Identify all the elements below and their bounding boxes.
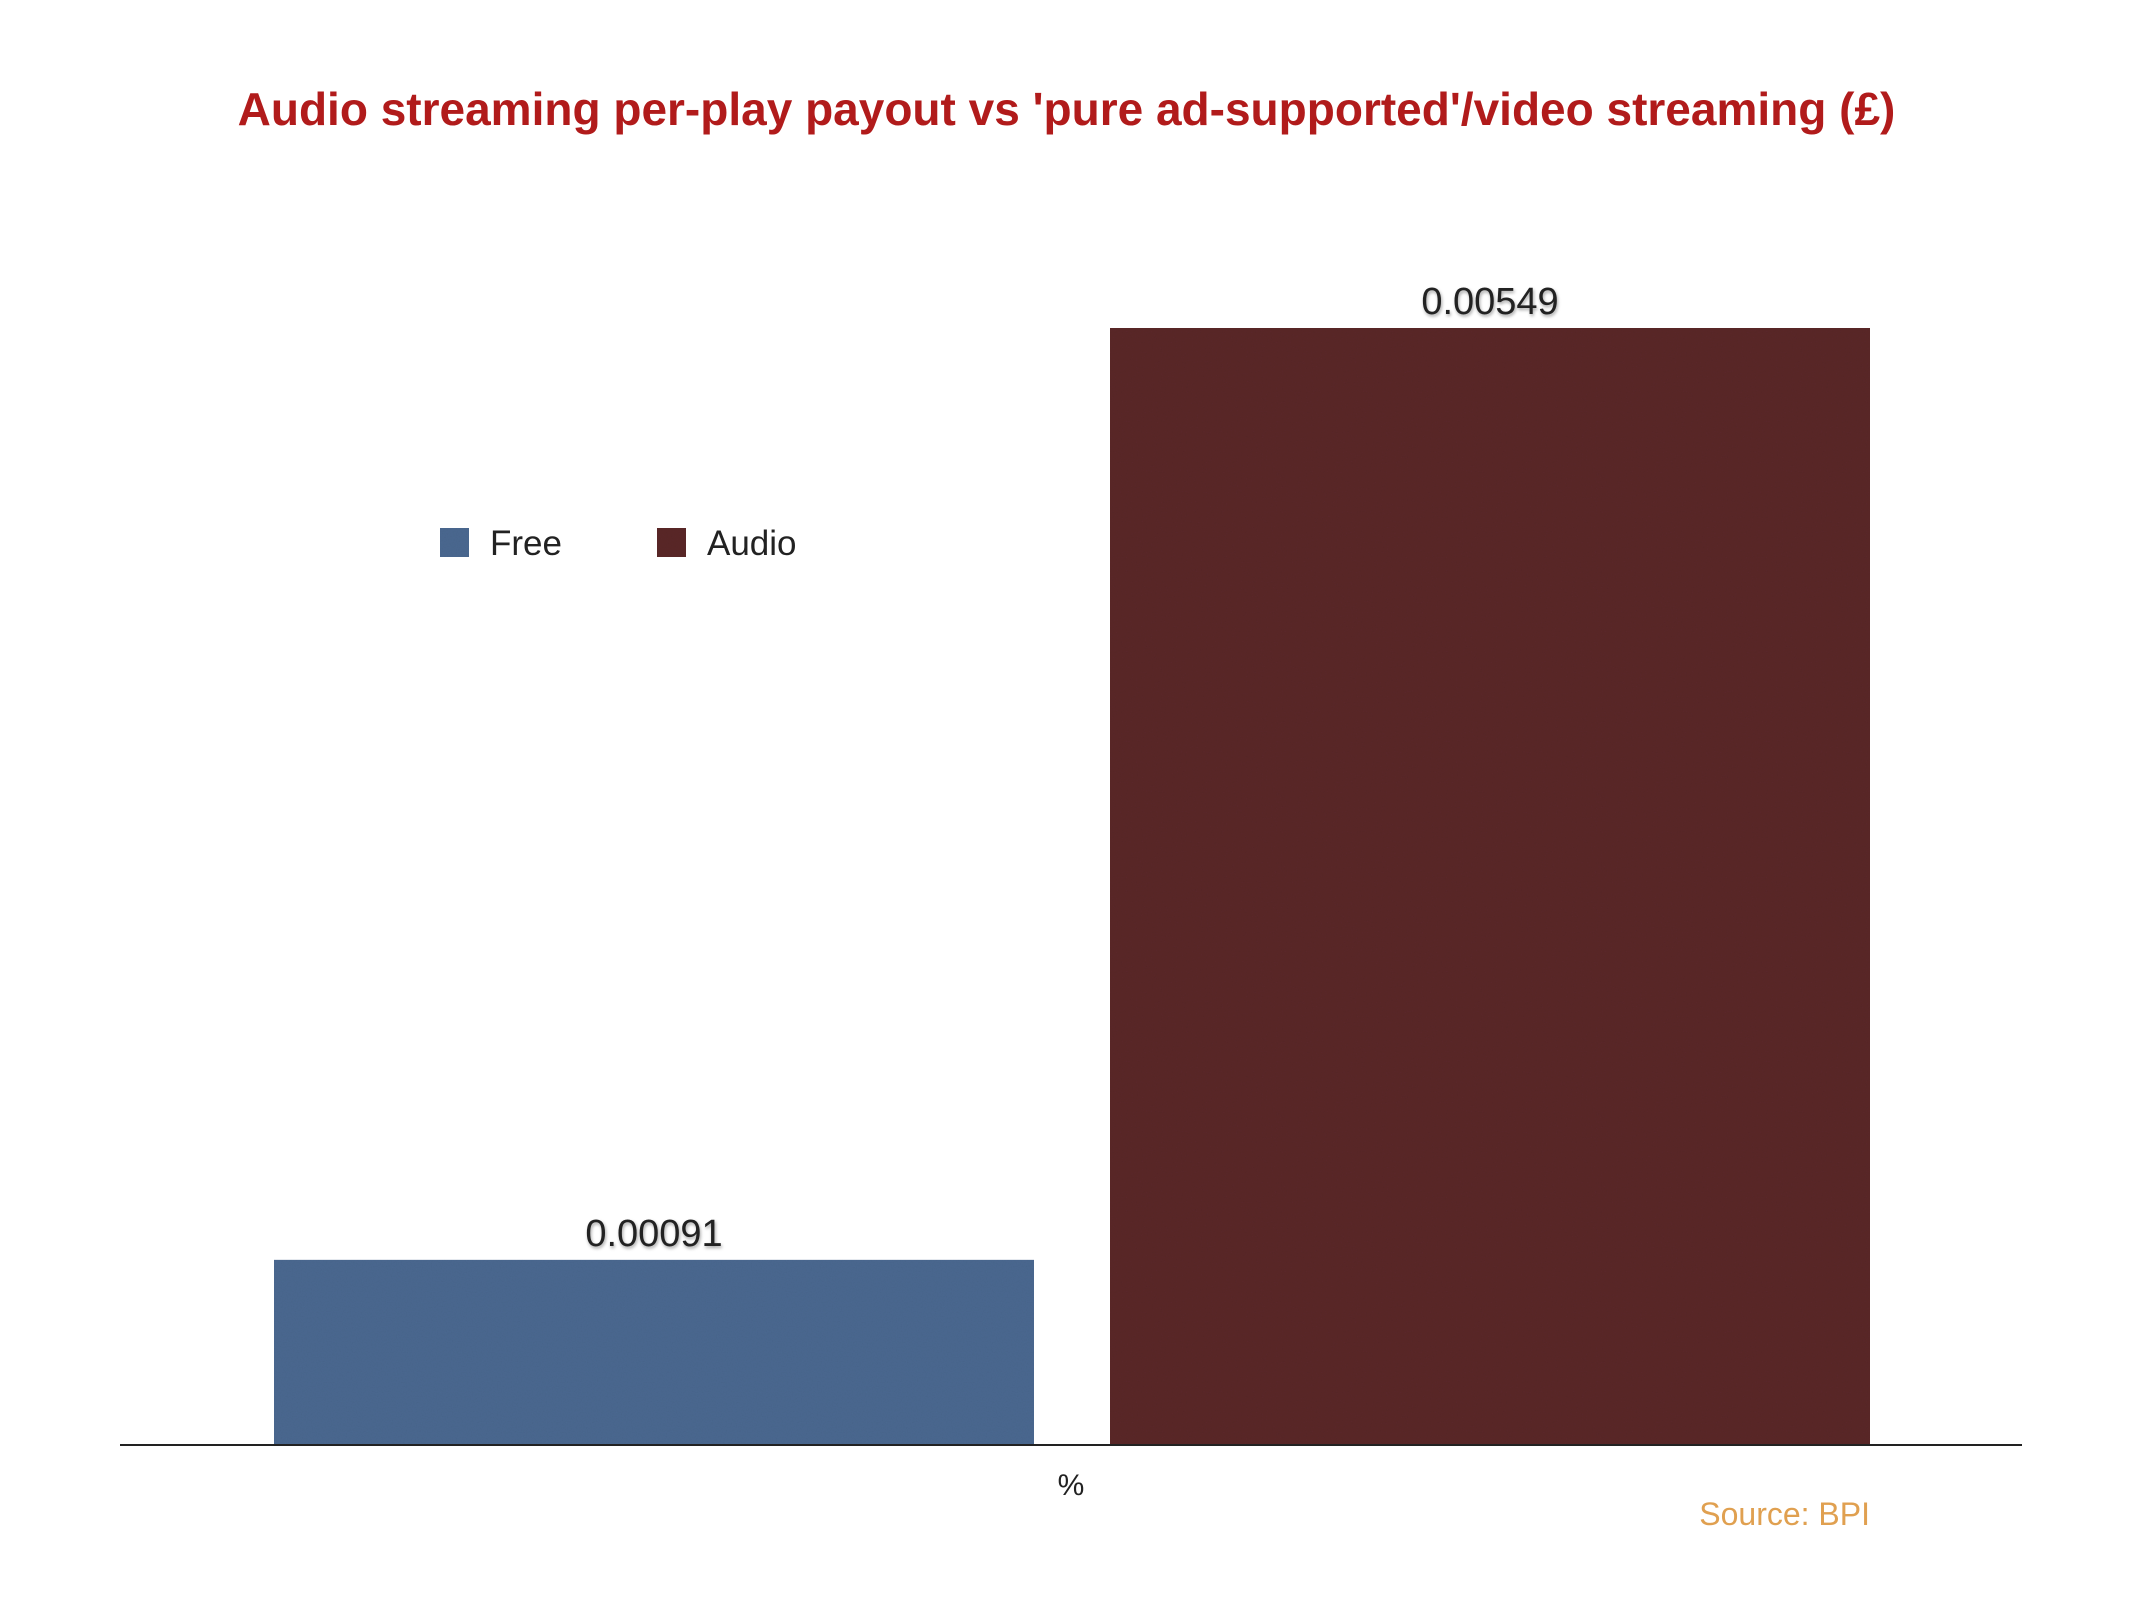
- chart-title: Audio streaming per-play payout vs 'pure…: [237, 83, 1896, 135]
- value-label-free: 0.00091: [585, 1213, 722, 1255]
- legend-label-free: Free: [490, 524, 562, 563]
- legend-swatch-audio: [657, 528, 686, 557]
- legend-swatch-free: [440, 528, 469, 557]
- x-tick-label: %: [1058, 1469, 1085, 1502]
- bar-free: [274, 1259, 1034, 1445]
- source-note: Source: BPI: [1699, 1496, 1870, 1532]
- bars-group: [274, 328, 1870, 1445]
- value-labels-group: 0.00091 0.00549: [585, 281, 1558, 1255]
- x-axis-ticks: %: [1058, 1469, 1085, 1502]
- legend-item-audio: Audio: [657, 524, 797, 563]
- bar-audio: [1110, 328, 1870, 1445]
- legend-item-free: Free: [440, 524, 562, 563]
- legend-label-audio: Audio: [707, 524, 797, 563]
- legend: Free Audio: [440, 524, 797, 563]
- value-label-audio: 0.00549: [1421, 281, 1558, 323]
